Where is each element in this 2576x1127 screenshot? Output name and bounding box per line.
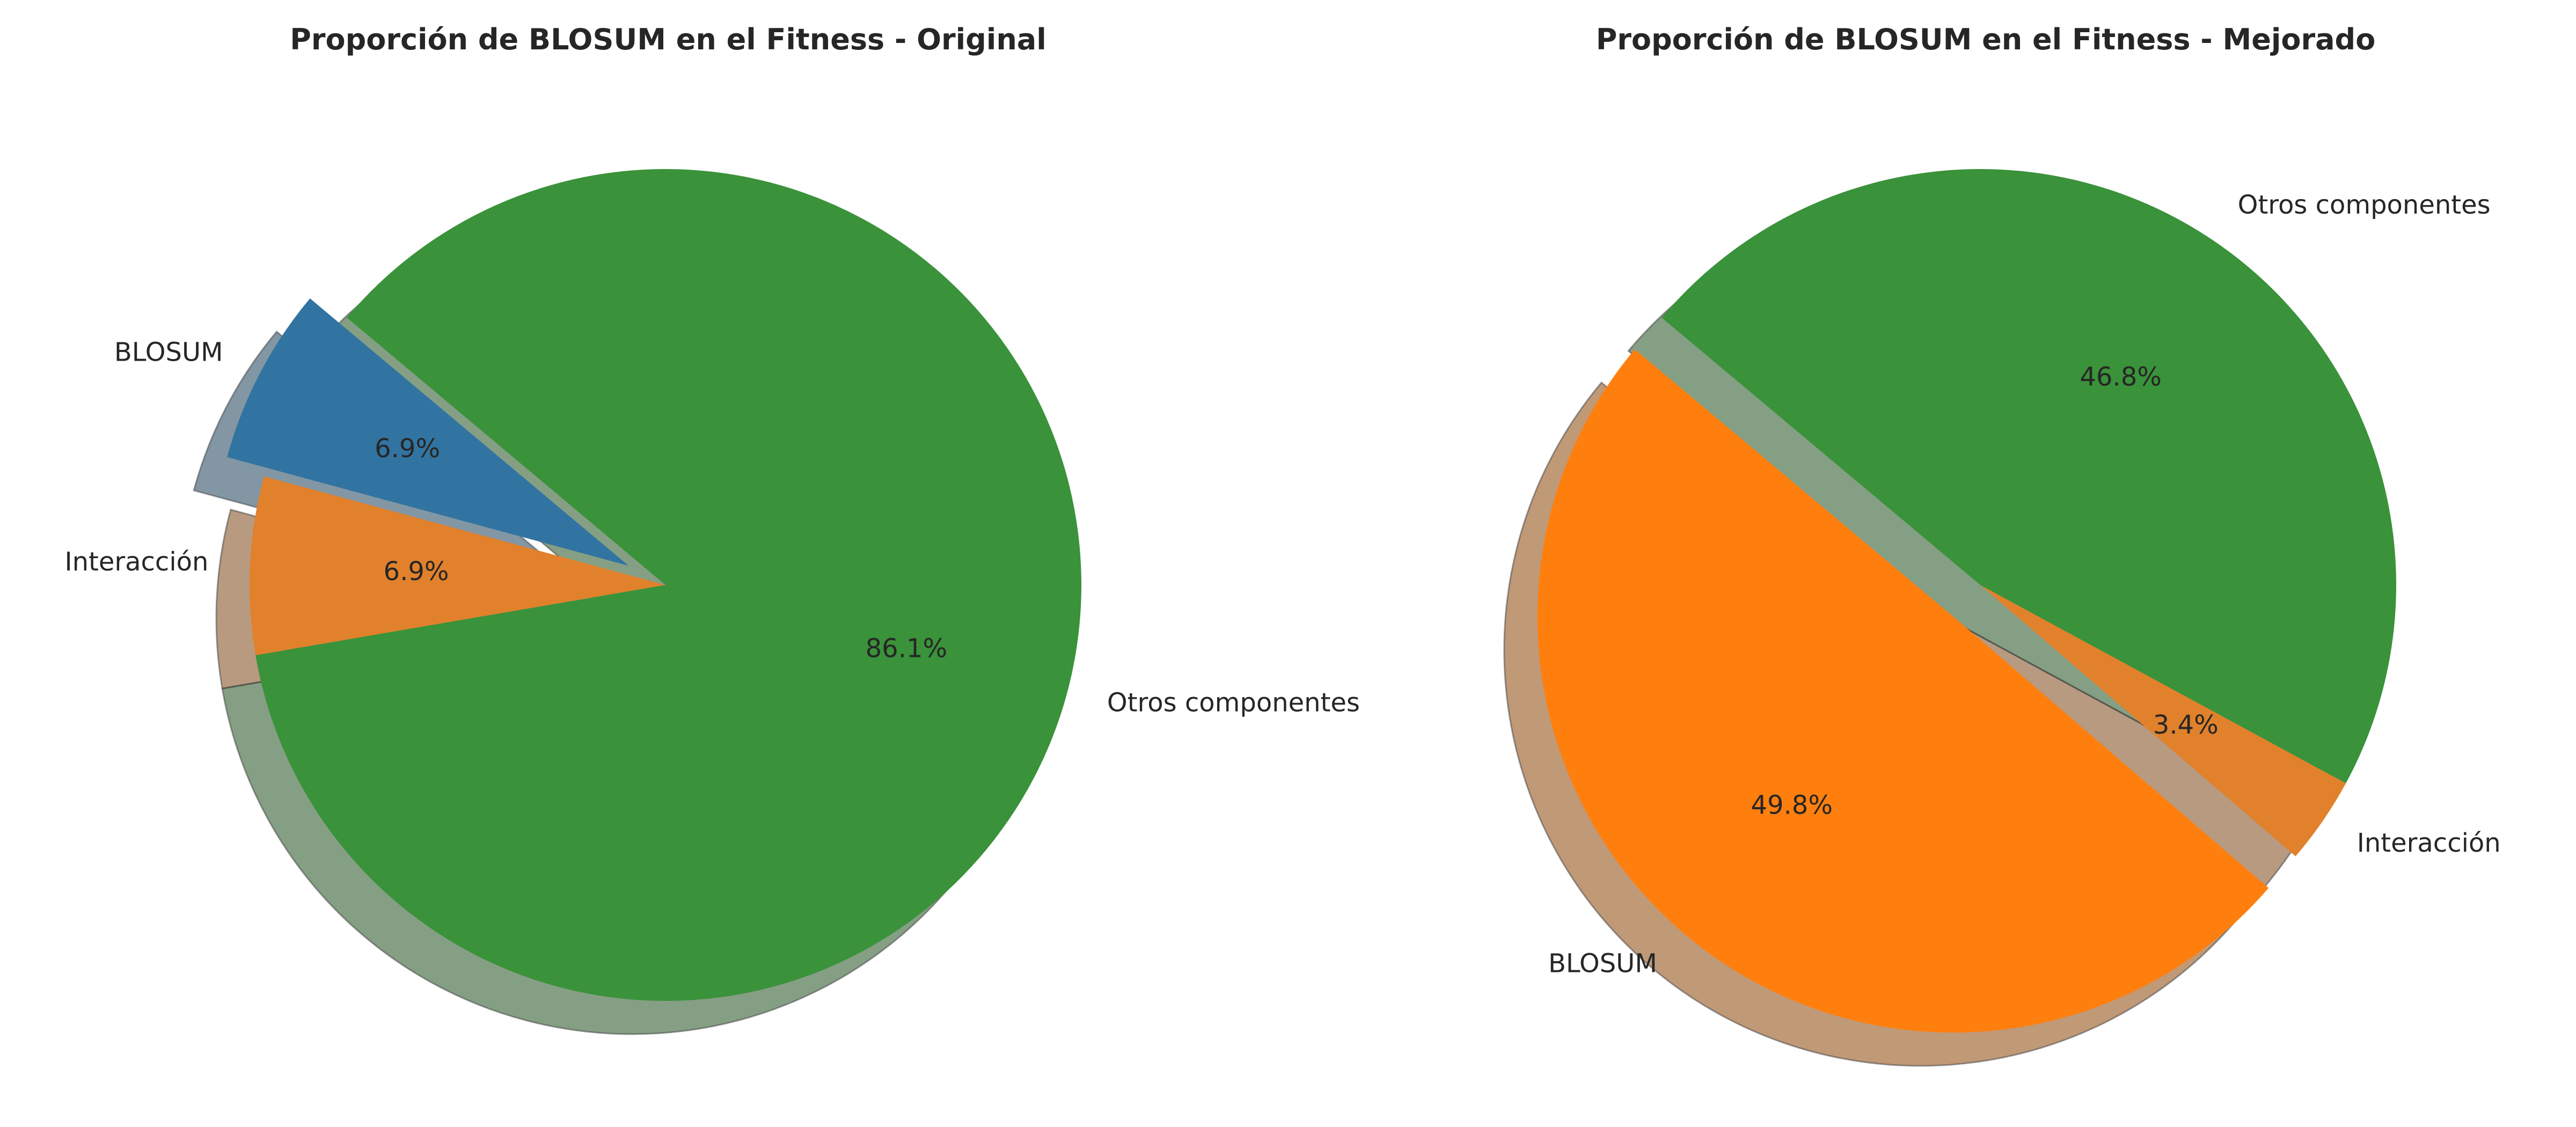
slice-interaccion — [249, 476, 665, 655]
slice-pct-otros-componentes: 46.8% — [2080, 362, 2161, 392]
slice-label-blosum: BLOSUM — [1548, 949, 1657, 979]
slice-pct-blosum: 49.8% — [1751, 790, 1832, 820]
slice-label-blosum: BLOSUM — [114, 338, 223, 368]
slice-label-interaccion: Interacción — [64, 547, 208, 577]
slice-pct-blosum: 6.9% — [375, 434, 440, 464]
slice-pct-otros-componentes: 86.1% — [866, 633, 947, 663]
pie-chart-mejorado: Proporción de BLOSUM en el Fitness - Mej… — [1503, 23, 2501, 1067]
slice-blosum — [1537, 349, 2269, 1033]
pie-chart-original: Proporción de BLOSUM en el Fitness - Ori… — [64, 23, 1360, 1035]
slice-label-otros-componentes: Otros componentes — [1107, 688, 1360, 718]
slice-pct-interaccion: 3.4% — [2153, 710, 2219, 740]
slice-blosum — [227, 298, 629, 566]
pie-original: BLOSUM 6.9% Interacción 6.9% Otros component… — [64, 169, 1360, 1035]
slice-otros-componentes — [1662, 169, 2396, 784]
pie-mejorado: BLOSUM 49.8% Interacción 3.4% Otros componen… — [1503, 169, 2501, 1067]
chart-title-mejorado: Proporción de BLOSUM en el Fitness - Mej… — [1596, 23, 2376, 56]
slice-otros-componentes — [255, 169, 1082, 1001]
slice-label-otros-componentes: Otros componentes — [2238, 190, 2491, 220]
chart-title-original: Proporción de BLOSUM en el Fitness - Ori… — [290, 23, 1046, 56]
slice-pct-interaccion: 6.9% — [384, 557, 449, 587]
slice-interaccion — [1980, 585, 2346, 857]
slice-label-interaccion: Interacción — [2357, 828, 2501, 858]
